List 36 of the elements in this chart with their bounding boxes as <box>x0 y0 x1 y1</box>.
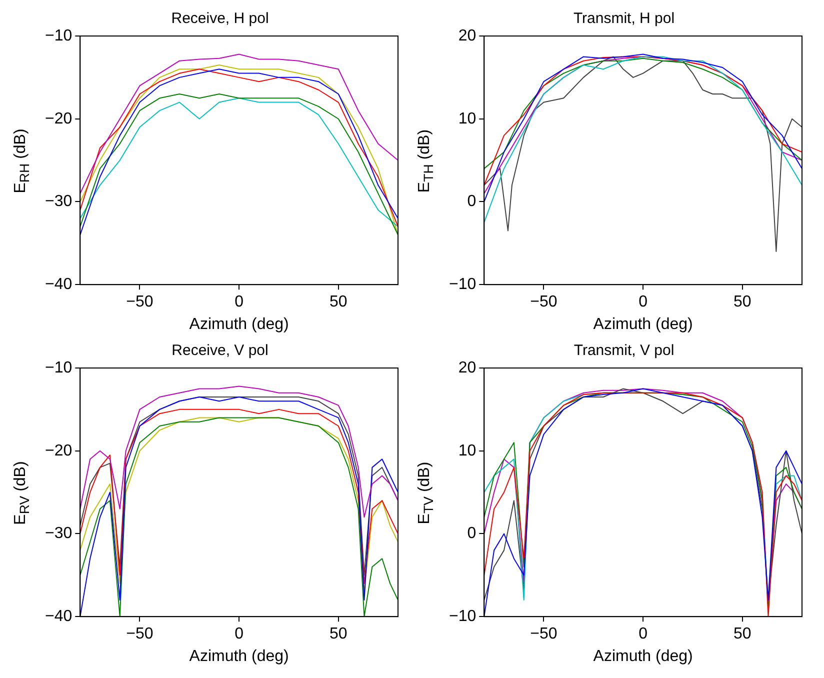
x-axis-title: Azimuth (deg) <box>593 316 693 333</box>
y-tick-label: −30 <box>45 193 72 210</box>
y-tick-label: 20 <box>458 359 476 376</box>
x-tick-label: 50 <box>330 626 348 643</box>
y-tick-label: 0 <box>467 525 476 542</box>
x-tick-label: −50 <box>126 294 154 311</box>
y-tick-label: 10 <box>458 110 476 128</box>
y-tick-label: −10 <box>45 359 72 376</box>
y-tick-label: −10 <box>449 608 476 626</box>
y-tick-label: 10 <box>458 442 476 460</box>
y-tick-label: −40 <box>45 608 72 626</box>
chart-title: Transmit, H pol <box>573 10 675 28</box>
y-tick-label: −20 <box>45 442 72 460</box>
x-tick-label: 0 <box>234 294 244 311</box>
x-axis-title: Azimuth (deg) <box>189 316 289 333</box>
x-axis-title: Azimuth (deg) <box>189 648 289 665</box>
x-tick-label: −50 <box>126 626 154 643</box>
x-tick-label: 0 <box>234 626 244 643</box>
chart-title: Receive, V pol <box>172 342 268 360</box>
y-tick-label: −10 <box>449 276 476 294</box>
y-tick-label: −30 <box>45 525 72 542</box>
y-tick-label: 20 <box>458 27 476 44</box>
x-tick-label: −50 <box>530 294 558 311</box>
x-tick-label: 0 <box>638 294 648 311</box>
chart-title: Transmit, V pol <box>574 342 674 360</box>
y-tick-label: −40 <box>45 276 72 294</box>
y-tick-label: 0 <box>467 193 476 210</box>
x-tick-label: −50 <box>530 626 558 643</box>
x-axis-title: Azimuth (deg) <box>593 648 693 665</box>
x-tick-label: 50 <box>734 626 752 643</box>
chart-title: Receive, H pol <box>171 10 269 28</box>
x-tick-label: 50 <box>330 294 348 311</box>
x-tick-label: 0 <box>638 626 648 643</box>
y-tick-label: −10 <box>45 27 72 44</box>
y-tick-label: −20 <box>45 110 72 128</box>
x-tick-label: 50 <box>734 294 752 311</box>
